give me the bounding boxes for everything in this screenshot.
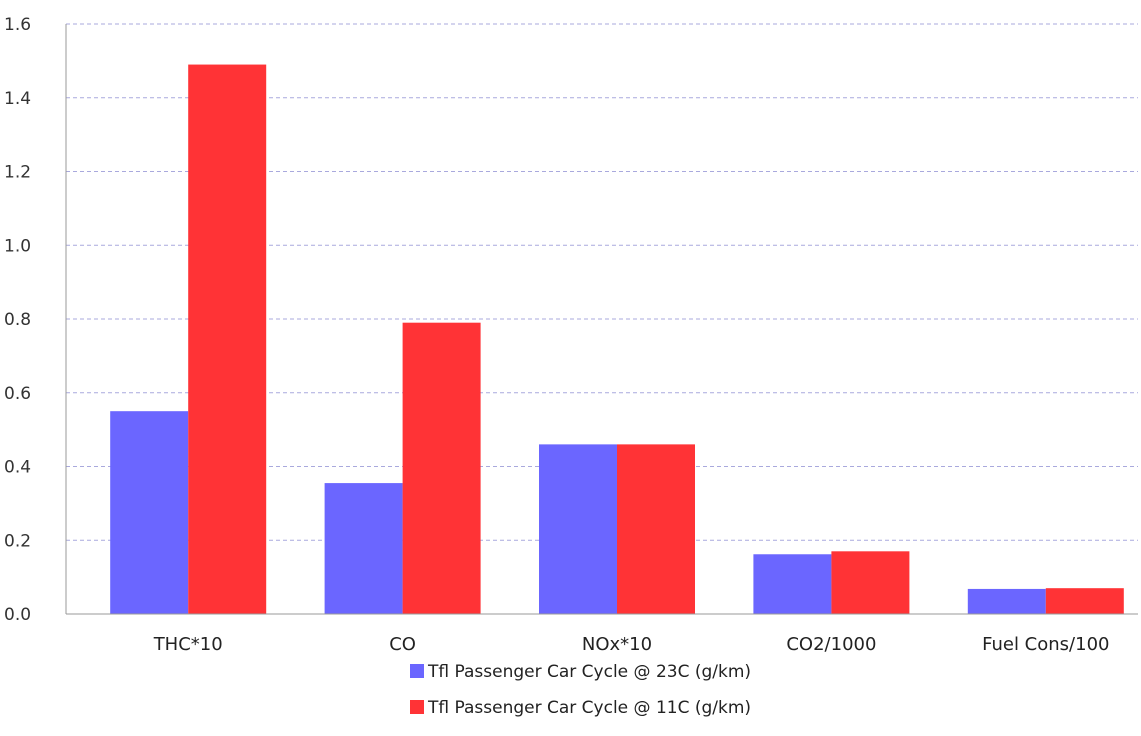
bar-23c — [967, 588, 1046, 614]
category-labels: THC*10 CO NOx*10 CO2/1000 Fuel Cons/100 — [153, 634, 1110, 655]
category-label: NOx*10 — [582, 634, 652, 655]
bar-11c — [831, 551, 910, 614]
bar-11c — [1045, 588, 1124, 614]
bar-11c — [402, 322, 481, 614]
legend-swatch — [410, 664, 424, 678]
category-label: CO — [389, 634, 416, 655]
bar-23c — [324, 483, 403, 614]
category-label: THC*10 — [153, 634, 223, 655]
y-tick-label: 1.0 — [4, 236, 31, 256]
y-tick-label: 0.8 — [4, 310, 31, 330]
bar-23c — [110, 411, 189, 614]
legend-label: Tfl Passenger Car Cycle @ 23C (g/km) — [427, 662, 751, 682]
legend: Tfl Passenger Car Cycle @ 23C (g/km) Tfl … — [410, 662, 751, 718]
bar-11c — [188, 64, 267, 614]
y-tick-label: 1.6 — [4, 15, 31, 35]
category-label: CO2/1000 — [786, 634, 876, 655]
bar-23c — [753, 554, 832, 614]
y-tick-label: 0.0 — [4, 605, 31, 625]
y-tick-label: 1.4 — [4, 89, 31, 109]
bars — [110, 64, 1124, 614]
y-axis-tick-labels: 0.0 0.2 0.4 0.6 0.8 1.0 1.2 1.4 1.6 — [4, 15, 31, 625]
y-tick-label: 0.4 — [4, 458, 31, 478]
bar-11c — [617, 444, 695, 614]
y-tick-label: 0.6 — [4, 384, 31, 404]
legend-label: Tfl Passenger Car Cycle @ 11C (g/km) — [427, 698, 751, 718]
y-tick-label: 1.2 — [4, 163, 31, 183]
y-tick-label: 0.2 — [4, 531, 31, 551]
category-label: Fuel Cons/100 — [982, 634, 1109, 655]
bar-23c — [539, 444, 617, 614]
legend-swatch — [410, 700, 424, 714]
